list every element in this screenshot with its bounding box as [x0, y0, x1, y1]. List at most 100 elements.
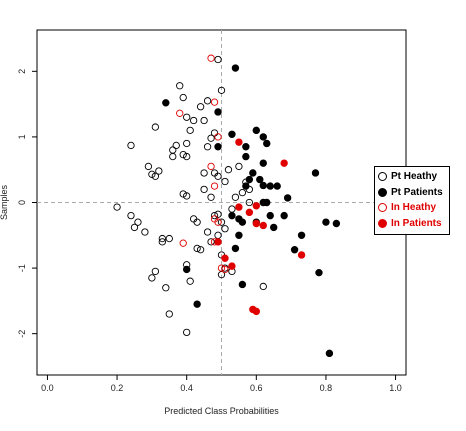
data-point [151, 267, 160, 276]
data-point [224, 166, 233, 174]
data-point [127, 141, 135, 150]
data-point [172, 141, 180, 150]
data-point [235, 162, 243, 171]
data-point [263, 139, 271, 148]
legend-label: In Patients [391, 217, 442, 229]
data-point [203, 143, 212, 151]
data-point [210, 182, 219, 190]
data-point [207, 193, 215, 201]
y-axis-label: Samples [0, 184, 9, 220]
data-point [238, 280, 247, 289]
data-point [179, 93, 187, 102]
data-point [311, 169, 320, 177]
data-point [113, 203, 121, 211]
x-tick-label: 0.6 [250, 383, 263, 393]
data-point [221, 225, 229, 233]
data-point [148, 170, 156, 178]
data-point [259, 221, 267, 230]
data-point [207, 54, 215, 62]
data-point [162, 284, 170, 292]
data-point [183, 113, 191, 121]
data-point [245, 198, 253, 207]
data-point [183, 139, 191, 148]
data-point [259, 133, 267, 141]
data-point [183, 192, 191, 200]
data-point [228, 211, 236, 220]
data-point [158, 234, 166, 243]
data-point [158, 238, 166, 246]
legend-label: Pt Patients [391, 186, 443, 198]
data-point [297, 231, 306, 239]
data-point [214, 133, 222, 141]
data-point [134, 218, 142, 226]
data-point [214, 143, 222, 151]
data-point [280, 159, 288, 167]
data-point [165, 234, 173, 243]
legend-item-in-healthy: In Heathy [378, 200, 446, 216]
data-point [179, 239, 187, 247]
data-point [252, 219, 261, 228]
data-point [200, 116, 208, 125]
data-point [196, 103, 205, 111]
data-point [141, 228, 149, 236]
data-point [325, 349, 334, 358]
data-point [193, 218, 201, 226]
x-tick-label: 0.8 [320, 383, 333, 393]
data-point [259, 282, 267, 291]
data-point [256, 175, 264, 184]
data-point [196, 246, 205, 254]
data-point [322, 218, 330, 226]
y-tick-label: 0 [17, 200, 27, 205]
data-point [144, 162, 153, 171]
data-point [210, 98, 219, 106]
data-point [130, 223, 139, 232]
data-point [214, 218, 222, 226]
data-point [270, 223, 278, 232]
data-point [207, 238, 215, 246]
data-point [231, 193, 240, 201]
data-point [221, 177, 229, 186]
data-point [183, 328, 191, 337]
x-axis-label: Predicted Class Probabilities [164, 406, 279, 416]
data-point [151, 123, 160, 131]
data-point [179, 150, 187, 159]
data-point [238, 189, 247, 197]
legend-label: Pt Heathy [391, 171, 438, 183]
legend-item-pt-patients: Pt Patients [378, 185, 446, 201]
data-point [231, 244, 240, 253]
data-point [214, 108, 222, 116]
data-point [200, 185, 208, 194]
data-point [127, 211, 135, 220]
data-point [235, 203, 243, 211]
data-point [221, 254, 229, 262]
data-point [242, 143, 250, 151]
data-point [183, 152, 191, 161]
data-point [186, 126, 194, 135]
data-point [297, 251, 306, 259]
data-point [242, 182, 250, 190]
data-point [176, 82, 184, 90]
data-point [235, 231, 243, 239]
data-point [259, 159, 267, 167]
data-point [169, 146, 177, 154]
data-point [332, 219, 341, 228]
data-point [235, 138, 243, 146]
data-point [266, 182, 274, 190]
data-point [182, 265, 191, 274]
data-point [214, 210, 222, 218]
data-point [252, 126, 261, 135]
x-tick-label: 1.0 [389, 383, 402, 393]
data-point [210, 211, 219, 220]
data-points [113, 54, 341, 358]
data-point [221, 265, 229, 274]
data-point [165, 310, 173, 318]
x-tick-label: 0.2 [111, 383, 124, 393]
data-point [155, 167, 163, 175]
legend-item-pt-healthy: Pt Heathy [378, 169, 446, 185]
data-point [193, 300, 201, 308]
data-point [193, 244, 201, 253]
data-point [252, 202, 261, 210]
data-point [315, 268, 323, 277]
data-point [151, 172, 160, 180]
